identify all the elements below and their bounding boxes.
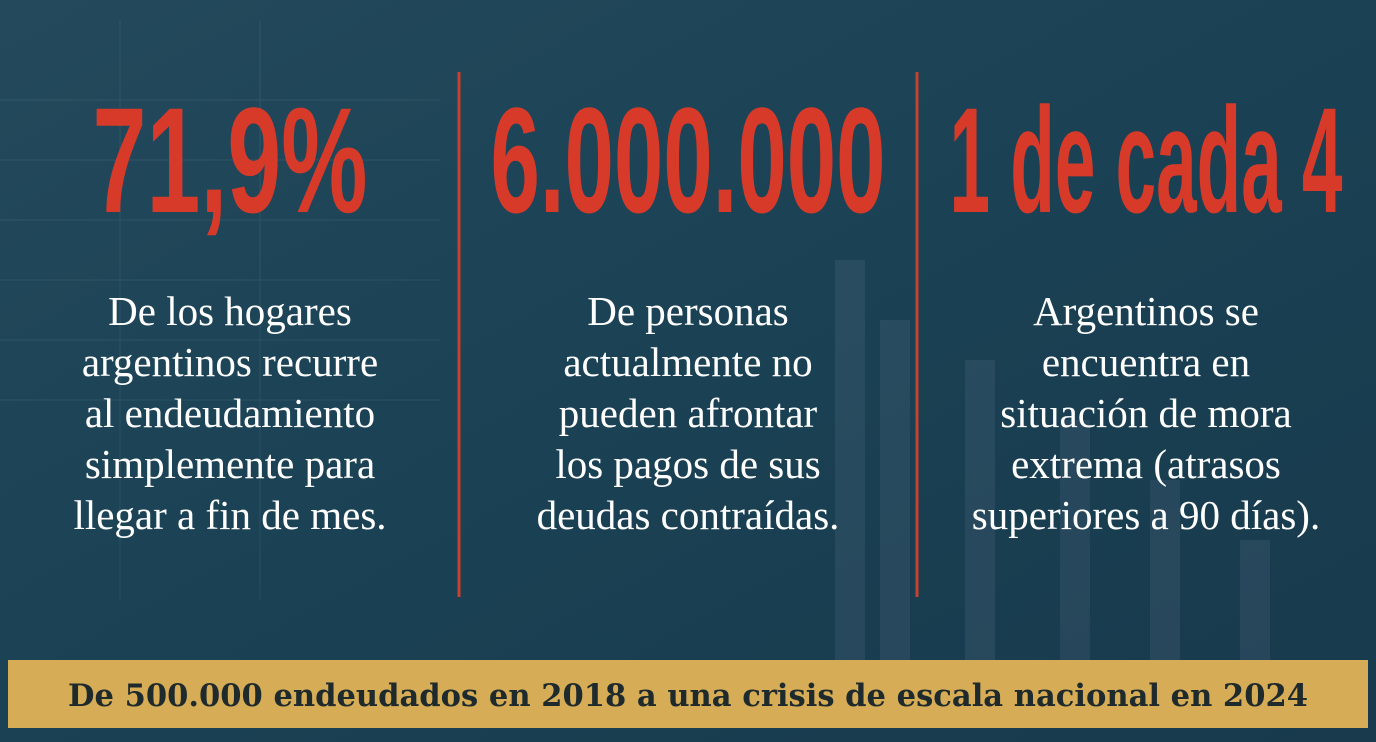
stat-description: situación de mora	[1000, 390, 1291, 436]
stat-description: De personas	[587, 288, 789, 334]
stat-value: 6.000.000	[491, 76, 886, 244]
stat-description: encuentra en	[1042, 339, 1250, 385]
stat-value: 1 de cada 4	[950, 76, 1343, 244]
stat-description: superiores a 90 días).	[972, 492, 1320, 538]
stat-description: Argentinos se	[1033, 288, 1259, 334]
stat-description: argentinos recurre	[82, 339, 378, 385]
stat-description: llegar a fin de mes.	[73, 492, 386, 538]
stat-description: al endeudamiento	[85, 390, 375, 436]
stat-description: simplemente para	[85, 441, 375, 487]
stat-description: pueden afrontar	[559, 390, 818, 436]
background-texture	[0, 20, 440, 600]
stat-description: deudas contraídas.	[537, 492, 840, 538]
stat-description: actualmente no	[563, 339, 812, 385]
stat-description: De los hogares	[108, 288, 352, 334]
stat-description: extrema (atrasos	[1011, 441, 1281, 487]
stat-value: 71,9%	[93, 76, 368, 244]
footer-banner	[8, 660, 1368, 728]
footer-text: De 500.000 endeudados en 2018 a una cris…	[68, 678, 1308, 714]
stat-description: los pagos de sus	[555, 441, 820, 487]
background-bars	[835, 260, 1270, 660]
